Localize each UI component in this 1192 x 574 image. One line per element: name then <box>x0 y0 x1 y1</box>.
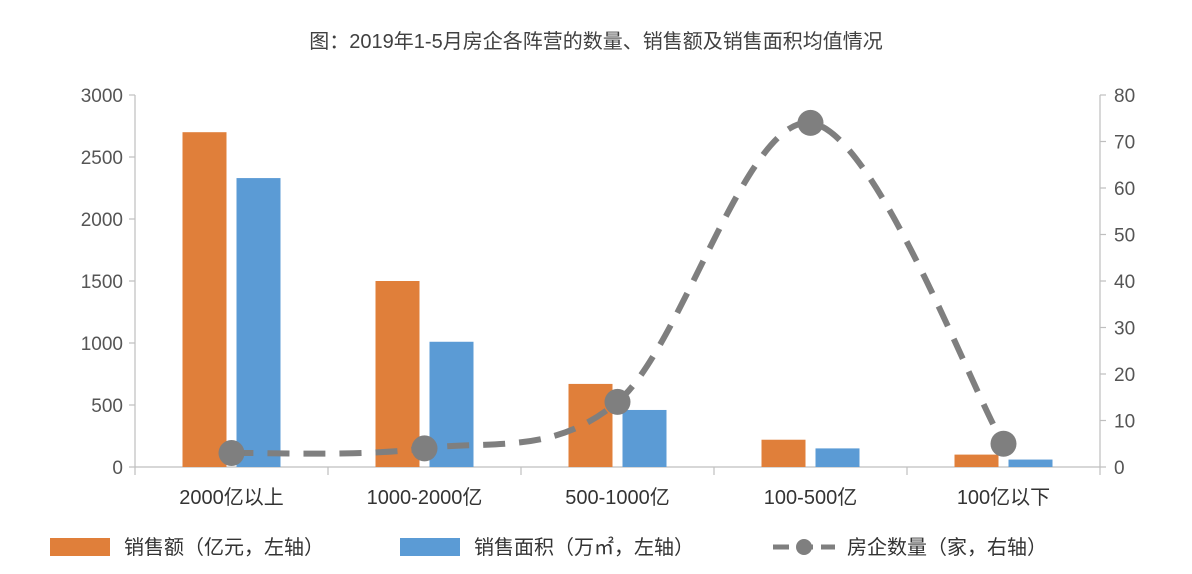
line-point-company-count <box>797 109 824 136</box>
left-tick-label: 1500 <box>81 272 123 293</box>
legend-label: 销售额（亿元，左轴） <box>124 536 324 559</box>
right-tick-label: 70 <box>1114 133 1135 154</box>
right-tick-label: 80 <box>1114 86 1135 107</box>
bar-sales-amount <box>761 439 806 467</box>
chart-title: 图：2019年1-5月房企各阵营的数量、销售额及销售面积均值情况 <box>309 30 882 53</box>
left-tick-label: 2500 <box>81 148 123 169</box>
left-tick-label: 500 <box>91 396 123 417</box>
left-tick-label: 3000 <box>81 86 123 107</box>
bar-sales-area <box>1008 459 1053 467</box>
x-category-label: 2000亿以上 <box>179 486 284 509</box>
legend-label: 房企数量（家，右轴） <box>847 536 1047 559</box>
right-tick-label: 0 <box>1114 458 1125 479</box>
bar-sales-amount <box>182 132 227 467</box>
legend-label: 销售面积（万㎡，左轴） <box>474 535 694 559</box>
line-company-count <box>231 119 1007 457</box>
line-series <box>218 109 1017 467</box>
bar-sales-area <box>815 448 860 467</box>
bar-sales-amount <box>568 383 613 467</box>
bar-sales-area <box>622 409 667 467</box>
line-point-company-count <box>411 435 438 462</box>
axes: 0 500 1000 1500 2000 2500 3000 0 10 20 30 40 50 60 70 8… <box>81 86 1135 479</box>
legend-swatch <box>400 538 460 556</box>
right-tick-label: 50 <box>1114 226 1135 247</box>
right-tick-label: 20 <box>1114 365 1135 386</box>
left-tick-label: 2000 <box>81 210 123 231</box>
bars <box>182 132 1053 467</box>
line-point-company-count <box>218 440 245 467</box>
bar-sales-area <box>236 178 281 467</box>
legend-swatch <box>50 538 110 556</box>
legend-swatch-marker <box>796 539 812 555</box>
line-point-company-count <box>990 430 1017 457</box>
category-labels: 2000亿以上 1000-2000亿 500-1000亿 100-500亿 100亿以下 <box>179 486 1050 509</box>
right-tick-label: 60 <box>1114 179 1135 200</box>
bar-sales-amount <box>375 281 420 467</box>
x-category-label: 500-1000亿 <box>565 486 670 509</box>
legend: 销售额（亿元，左轴） 销售面积（万㎡，左轴） 房企数量（家，右轴） <box>50 535 1047 559</box>
right-tick-label: 40 <box>1114 272 1135 293</box>
x-category-label: 100-500亿 <box>764 486 857 509</box>
right-tick-label: 10 <box>1114 412 1135 433</box>
line-point-company-count <box>604 388 631 415</box>
left-tick-label: 0 <box>112 458 123 479</box>
left-tick-label: 1000 <box>81 334 123 355</box>
right-tick-label: 30 <box>1114 319 1135 340</box>
bar-sales-amount <box>954 454 999 467</box>
x-category-label: 1000-2000亿 <box>367 486 483 509</box>
x-category-label: 100亿以下 <box>957 486 1050 509</box>
